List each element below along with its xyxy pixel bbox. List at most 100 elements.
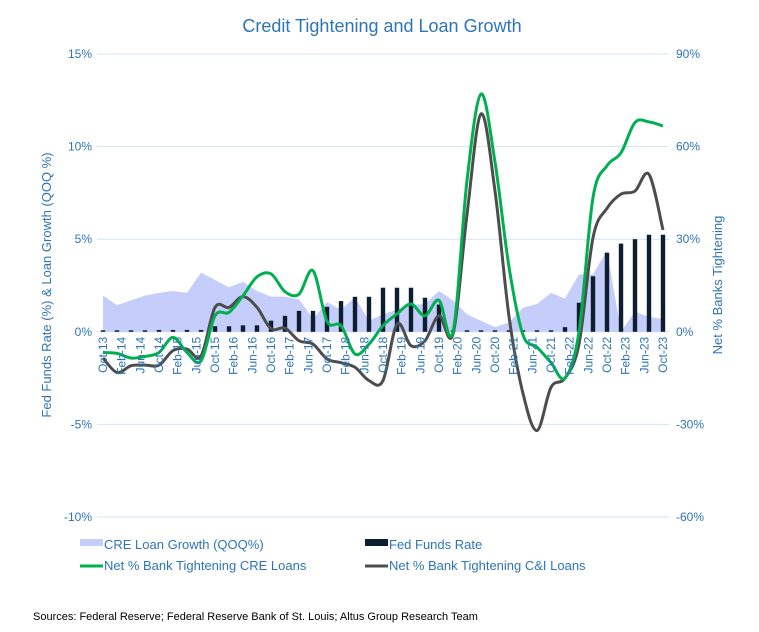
bar-fed-funds-rate — [100, 330, 106, 332]
x-tick-label: Jun-16 — [245, 336, 259, 373]
bar-fed-funds-rate — [366, 296, 372, 332]
bar-fed-funds-rate — [436, 304, 442, 332]
bar-fed-funds-rate — [660, 234, 666, 332]
x-tick-label: Jun-14 — [133, 336, 147, 373]
x-tick-label: Jun-22 — [581, 336, 595, 373]
x-tick-label: Oct-17 — [320, 336, 334, 372]
x-tick-label: Oct-13 — [96, 336, 110, 372]
bar-fed-funds-rate — [128, 330, 134, 332]
legend: CRE Loan Growth (QOQ%) Fed Funds Rate Ne… — [80, 537, 586, 573]
right-tick-label: -60% — [676, 510, 704, 524]
left-tick-label: 0% — [75, 325, 93, 339]
x-tick-label: Feb-16 — [227, 336, 241, 374]
bar-series — [100, 234, 666, 332]
bar-fed-funds-rate — [296, 310, 302, 332]
x-tick-label: Feb-17 — [283, 336, 297, 374]
bar-fed-funds-rate — [618, 243, 624, 332]
x-tick-label: Feb-20 — [451, 336, 465, 374]
x-tick-label: Oct-14 — [152, 336, 166, 372]
bar-fed-funds-rate — [632, 239, 638, 332]
x-tick-label: Feb-22 — [563, 336, 577, 374]
bar-fed-funds-rate — [282, 315, 288, 332]
legend-label-cre-tightening: Net % Bank Tightening CRE Loans — [104, 558, 307, 573]
x-tick-label: Feb-15 — [171, 336, 185, 374]
x-tick-label: Jun-23 — [637, 336, 651, 373]
bar-fed-funds-rate — [590, 276, 596, 332]
bar-fed-funds-rate — [464, 330, 470, 332]
chart-title: Credit Tightening and Loan Growth — [242, 16, 521, 36]
area-series — [103, 250, 663, 332]
x-tick-label: Jun-19 — [413, 336, 427, 373]
bar-fed-funds-rate — [142, 330, 148, 332]
line-series — [101, 92, 665, 433]
legend-label-ci-tightening: Net % Bank Tightening C&I Loans — [389, 558, 586, 573]
x-tick-label: Feb-19 — [395, 336, 409, 374]
bar-fed-funds-rate — [562, 327, 568, 332]
x-tick-label: Jun-15 — [189, 336, 203, 373]
right-tick-label: 30% — [676, 232, 700, 246]
bar-fed-funds-rate — [394, 287, 400, 332]
x-tick-label: Feb-23 — [619, 336, 633, 374]
bar-fed-funds-rate — [338, 301, 344, 332]
x-tick-label: Jun-18 — [357, 336, 371, 373]
left-tick-label: -10% — [64, 510, 92, 524]
x-tick-label: Jun-17 — [301, 336, 315, 373]
left-axis-ticks: -10% -5% 0% 5% 10% 15% — [64, 47, 92, 524]
x-tick-label: Oct-22 — [600, 336, 614, 372]
bar-fed-funds-rate — [198, 329, 204, 332]
x-tick-label: Jun-21 — [525, 336, 539, 373]
bar-fed-funds-rate — [156, 329, 162, 332]
bar-fed-funds-rate — [268, 320, 274, 332]
left-tick-label: 5% — [75, 232, 93, 246]
bar-fed-funds-rate — [408, 287, 414, 332]
bar-fed-funds-rate — [478, 330, 484, 332]
bar-fed-funds-rate — [506, 330, 512, 332]
source-note: Sources: Federal Reserve; Federal Reserv… — [33, 611, 478, 623]
legend-label-cre-loan-growth: CRE Loan Growth (QOQ%) — [104, 537, 264, 552]
bar-fed-funds-rate — [380, 287, 386, 332]
bar-fed-funds-rate — [310, 310, 316, 332]
bar-fed-funds-rate — [576, 302, 582, 332]
bar-fed-funds-rate — [492, 330, 498, 332]
left-axis-label: Fed Funds Rate (%) & Loan Growth (QOQ %) — [39, 152, 54, 417]
x-tick-label: Oct-23 — [656, 336, 670, 372]
x-tick-label: Oct-20 — [488, 336, 502, 372]
x-tick-label: Oct-18 — [376, 336, 390, 372]
left-tick-label: 10% — [68, 140, 92, 154]
x-tick-label: Oct-19 — [432, 336, 446, 372]
bar-fed-funds-rate — [254, 325, 260, 332]
bar-fed-funds-rate — [212, 326, 218, 332]
x-tick-label: Oct-21 — [544, 336, 558, 372]
legend-swatch-cre-loan-growth — [80, 539, 103, 546]
bar-fed-funds-rate — [352, 296, 358, 332]
x-tick-label: Jun-20 — [469, 336, 483, 373]
right-tick-label: 60% — [676, 140, 700, 154]
right-axis-label: Net % Banks Tightening — [710, 216, 725, 355]
bar-fed-funds-rate — [534, 330, 540, 332]
x-tick-label: Feb-21 — [507, 336, 521, 374]
bar-fed-funds-rate — [604, 252, 610, 332]
x-tick-label: Feb-18 — [339, 336, 353, 374]
legend-label-fed-funds-rate: Fed Funds Rate — [389, 537, 482, 552]
right-tick-label: 90% — [676, 47, 700, 61]
left-tick-label: 15% — [68, 47, 92, 61]
bar-fed-funds-rate — [114, 330, 120, 332]
x-tick-label: Oct-16 — [264, 336, 278, 372]
bar-fed-funds-rate — [548, 330, 554, 332]
line-cre-tightening — [102, 92, 664, 381]
line-ci-tightening — [101, 112, 665, 433]
left-tick-label: -5% — [71, 417, 93, 431]
area-cre-loan-growth — [103, 250, 663, 332]
bar-fed-funds-rate — [240, 325, 246, 332]
x-tick-label: Feb-14 — [115, 336, 129, 374]
x-tick-label: Oct-15 — [208, 336, 222, 372]
right-axis-ticks: -60% -30% 0% 30% 60% 90% — [676, 47, 704, 524]
right-tick-label: 0% — [676, 325, 694, 339]
x-axis-ticks: Oct-13 Feb-14 Jun-14 Oct-14 Feb-15 Jun-15 Oct-… — [96, 336, 670, 374]
legend-swatch-fed-funds-rate — [365, 539, 388, 546]
bar-fed-funds-rate — [226, 326, 232, 332]
bar-fed-funds-rate — [184, 329, 190, 332]
right-tick-label: -30% — [676, 417, 704, 431]
bar-fed-funds-rate — [646, 234, 652, 332]
